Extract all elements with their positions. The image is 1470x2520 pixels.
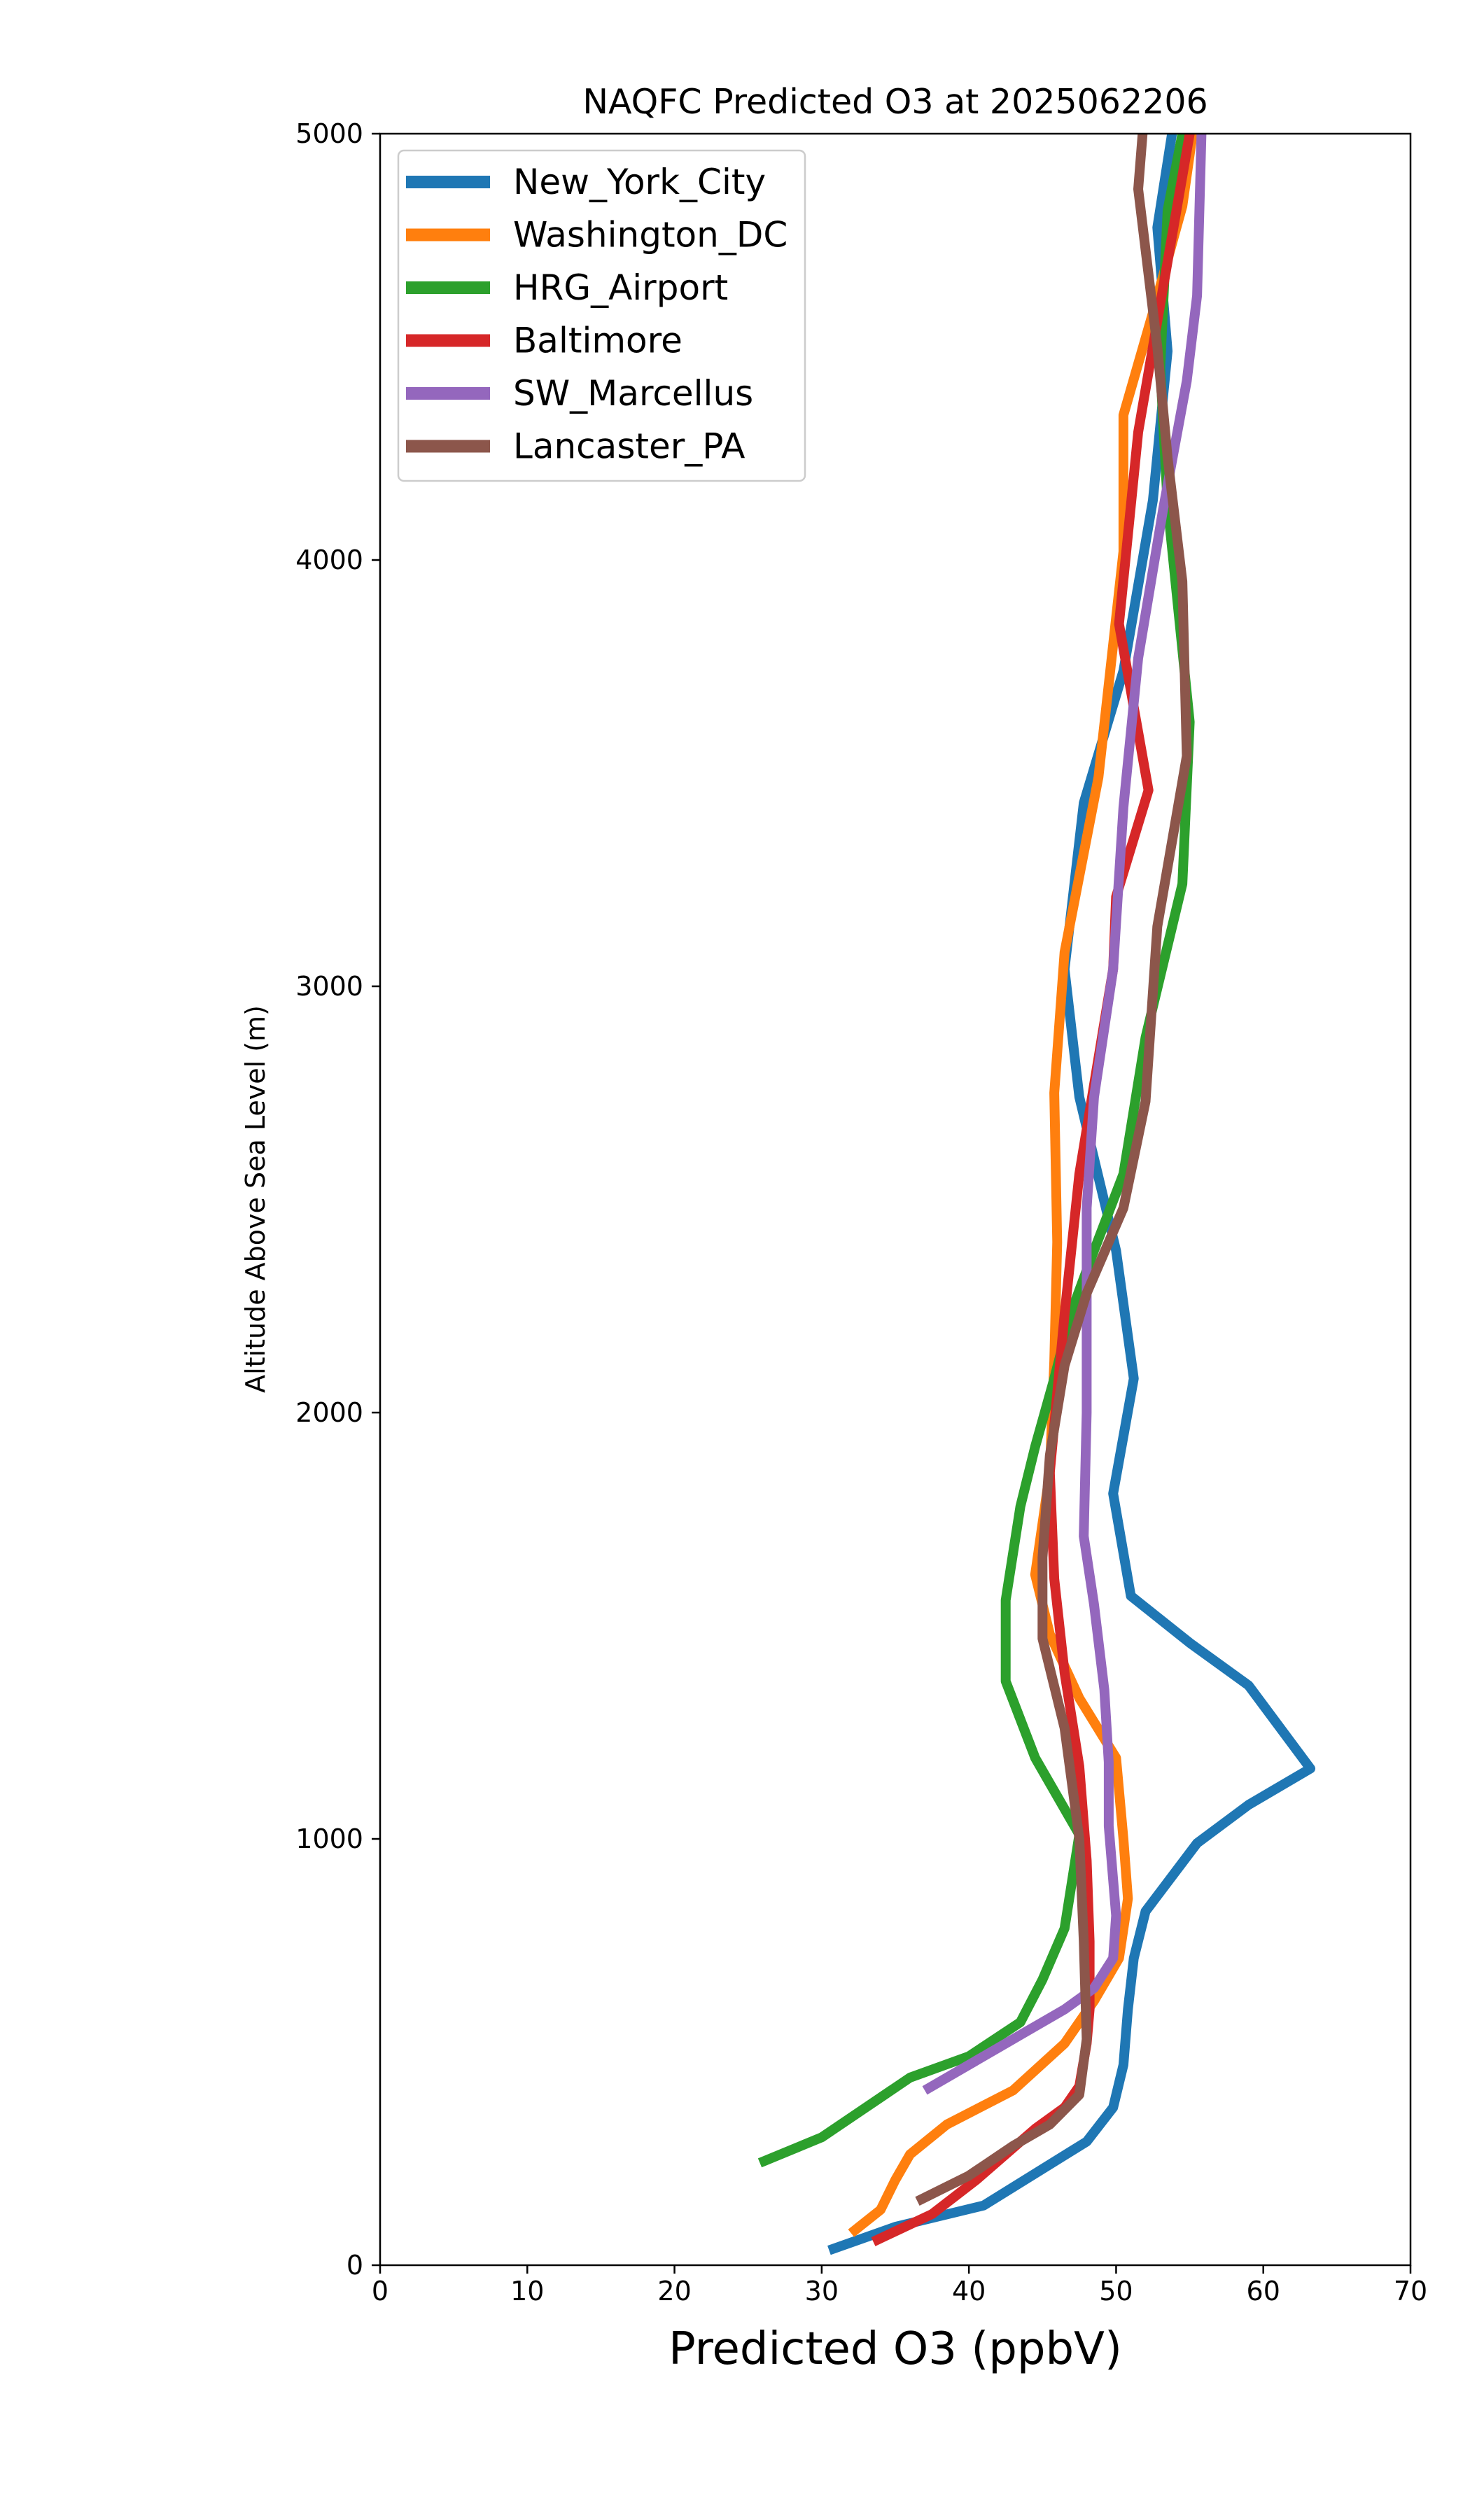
x-tick-label: 50 bbox=[1099, 2276, 1133, 2306]
x-tick-label: 70 bbox=[1394, 2276, 1427, 2306]
x-tick-label: 40 bbox=[952, 2276, 986, 2306]
y-tick-label: 2000 bbox=[295, 1397, 363, 1428]
legend-label: HRG_Airport bbox=[513, 267, 728, 308]
x-tick-label: 10 bbox=[510, 2276, 544, 2306]
plot-frame bbox=[379, 132, 1412, 2267]
chart-title: NAQFC Predicted O3 at 2025062206 bbox=[582, 82, 1208, 122]
series-line-lancaster-pa bbox=[915, 134, 1192, 2206]
y-tick-label: 3000 bbox=[295, 971, 363, 1002]
x-tick-label: 0 bbox=[372, 2276, 388, 2306]
x-tick-label: 30 bbox=[805, 2276, 839, 2306]
series-line-new-york-city bbox=[827, 134, 1315, 2255]
y-tick-label: 0 bbox=[346, 2250, 363, 2281]
x-axis-ticks: 0 10 20 30 40 50 60 70 bbox=[372, 2265, 1427, 2306]
y-axis-ticks: 0 1000 2000 3000 4000 5000 bbox=[295, 118, 380, 2281]
legend-box bbox=[397, 149, 806, 482]
series-layer bbox=[757, 134, 1315, 2255]
legend: New_York_City Washington_DC HRG_Airport Bal… bbox=[397, 149, 806, 482]
x-tick-label: 60 bbox=[1247, 2276, 1280, 2306]
y-tick-label: 1000 bbox=[295, 1823, 363, 1854]
legend-label: Washington_DC bbox=[513, 215, 788, 255]
y-tick-label: 5000 bbox=[295, 118, 363, 149]
x-axis-label: Predicted O3 (ppbV) bbox=[668, 2323, 1122, 2375]
x-tick-label: 20 bbox=[657, 2276, 691, 2306]
y-tick-label: 4000 bbox=[295, 545, 363, 575]
legend-label: SW_Marcellus bbox=[513, 373, 753, 414]
legend-label: Lancaster_PA bbox=[513, 426, 745, 467]
y-axis-label: Altitude Above Sea Level (m) bbox=[240, 1005, 271, 1393]
legend-label: New_York_City bbox=[513, 162, 766, 202]
legend-label: Baltimore bbox=[513, 321, 682, 361]
